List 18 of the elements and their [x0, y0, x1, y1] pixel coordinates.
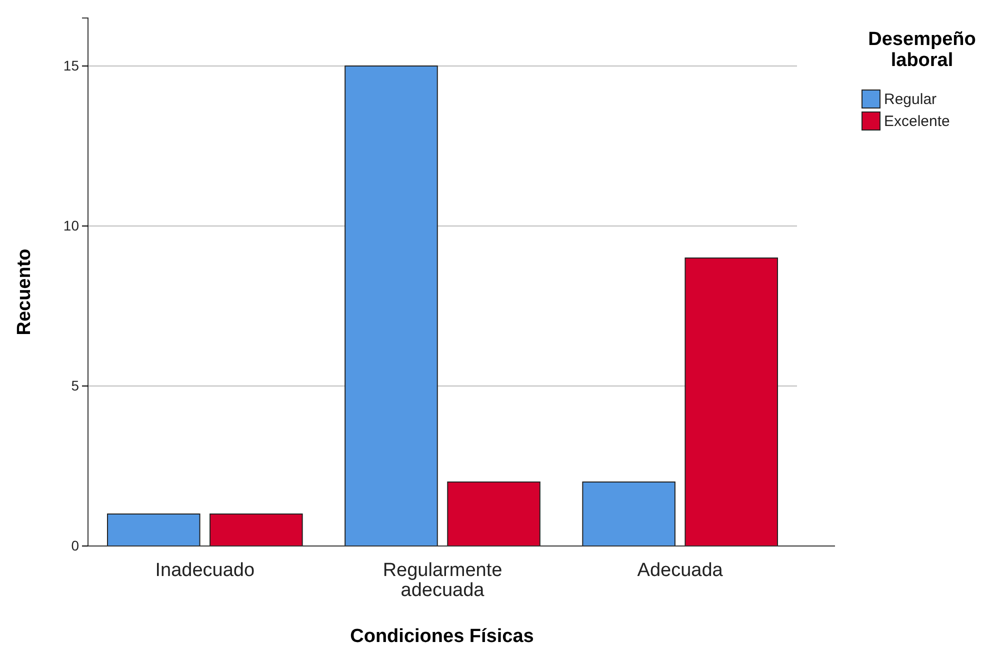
bar	[582, 482, 676, 546]
y-tick-label: 5	[71, 377, 80, 394]
y-tick-label: 0	[71, 537, 80, 554]
x-tick-label: Adecuada	[637, 560, 724, 581]
legend-label: Regular	[884, 91, 937, 108]
bar	[210, 514, 303, 546]
y-axis-title: Recuento	[14, 248, 35, 336]
x-tick-label: Regularmente adecuada	[382, 560, 502, 601]
bar	[107, 514, 200, 546]
x-tick-label: Inadecuado	[155, 560, 255, 581]
legend-title: Desempeño laboral	[868, 29, 976, 71]
y-tick-label: 15	[63, 57, 80, 74]
bar	[447, 482, 540, 546]
bar	[684, 258, 778, 546]
y-tick-label: 10	[63, 217, 80, 234]
legend-label: Excelente	[884, 113, 950, 130]
x-axis-title: Condiciones Físicas	[350, 626, 534, 647]
bar	[344, 66, 438, 546]
